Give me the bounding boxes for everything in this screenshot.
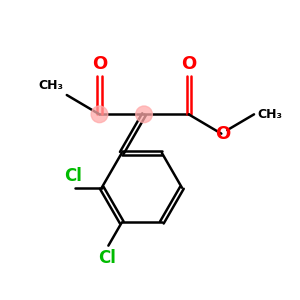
Text: CH₃: CH₃: [39, 79, 64, 92]
Circle shape: [91, 106, 108, 123]
Text: Cl: Cl: [64, 167, 82, 185]
Text: CH₃: CH₃: [257, 108, 282, 121]
Text: O: O: [92, 55, 107, 73]
Circle shape: [136, 106, 152, 123]
Text: O: O: [215, 125, 230, 143]
Text: Cl: Cl: [98, 249, 116, 267]
Text: O: O: [181, 55, 196, 73]
